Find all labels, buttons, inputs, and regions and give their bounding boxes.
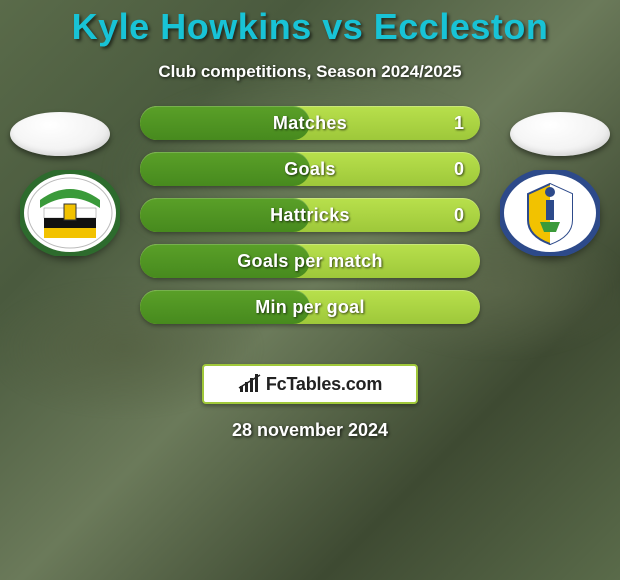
comparison-panel: Matches1Goals0Hattricks0Goals per matchM… — [0, 112, 620, 352]
stat-label: Goals — [140, 152, 480, 186]
club-crest-right — [500, 170, 600, 256]
stat-row: Hattricks0 — [140, 198, 480, 232]
stat-label: Hattricks — [140, 198, 480, 232]
brand-text: FcTables.com — [266, 374, 382, 395]
subtitle: Club competitions, Season 2024/2025 — [0, 62, 620, 82]
stat-row: Goals per match — [140, 244, 480, 278]
date-label: 28 november 2024 — [0, 420, 620, 441]
player-avatar-right — [510, 112, 610, 156]
bar-chart-icon — [238, 374, 262, 394]
player-avatar-left — [10, 112, 110, 156]
stat-value-right: 0 — [454, 198, 464, 232]
stat-bars: Matches1Goals0Hattricks0Goals per matchM… — [140, 106, 480, 336]
stat-value-right: 0 — [454, 152, 464, 186]
brand-badge: FcTables.com — [202, 364, 418, 404]
stat-row: Matches1 — [140, 106, 480, 140]
stat-label: Matches — [140, 106, 480, 140]
stat-row: Goals0 — [140, 152, 480, 186]
club-crest-left — [20, 170, 120, 256]
stat-row: Min per goal — [140, 290, 480, 324]
stat-value-right: 1 — [454, 106, 464, 140]
stat-label: Goals per match — [140, 244, 480, 278]
stat-label: Min per goal — [140, 290, 480, 324]
page-title: Kyle Howkins vs Eccleston — [0, 0, 620, 48]
